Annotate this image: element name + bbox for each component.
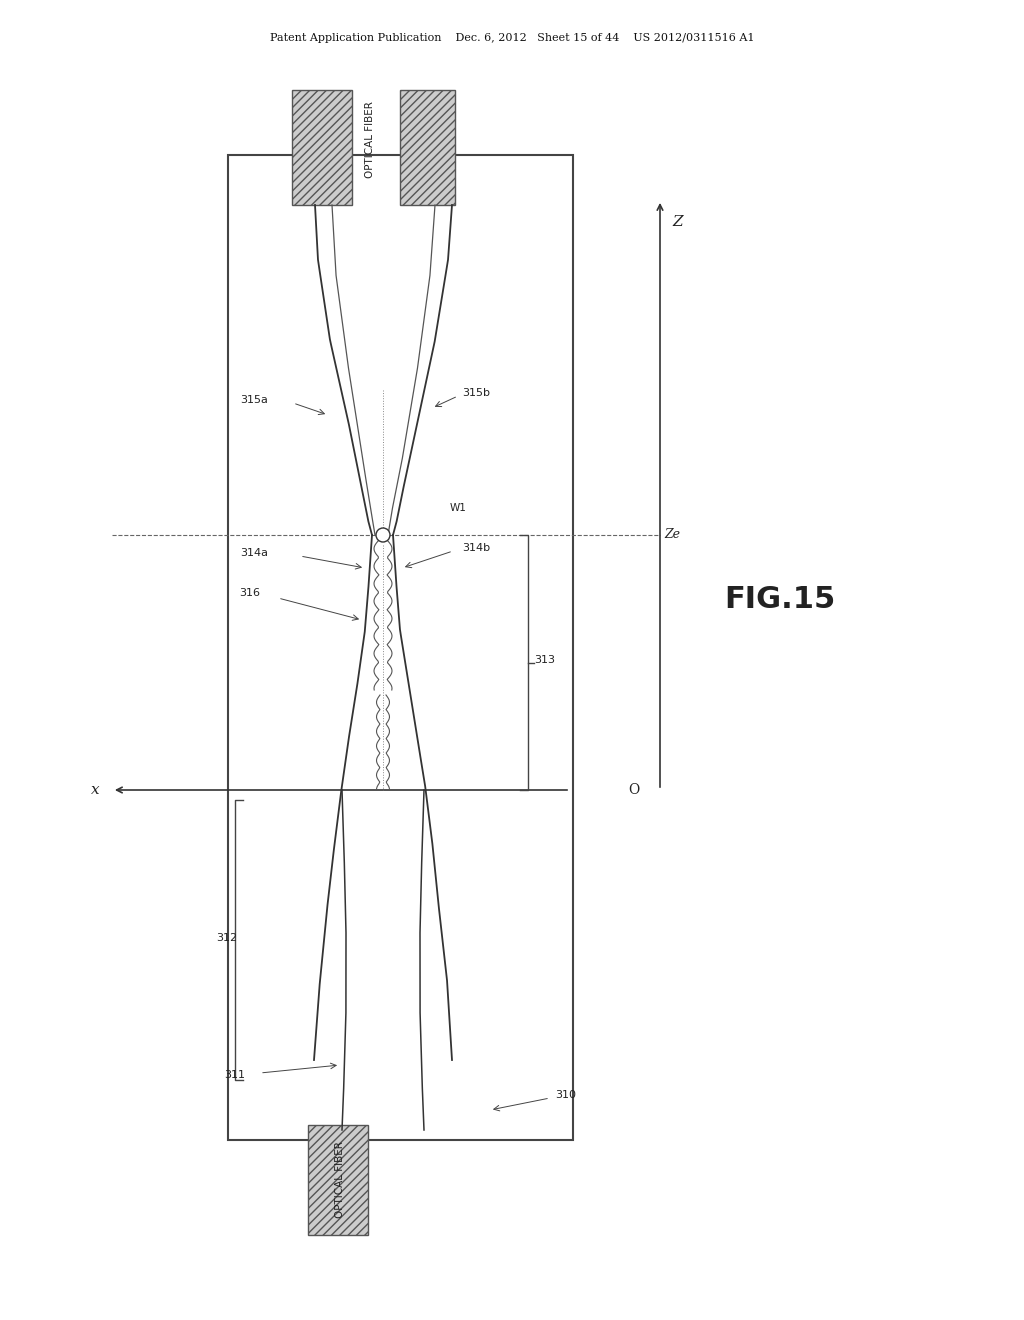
Text: 314a: 314a [240,548,268,558]
Bar [228,154,573,1140]
Text: OPTICAL FIBER: OPTICAL FIBER [335,1142,345,1218]
Text: 315a: 315a [240,395,268,405]
Bar [400,90,455,205]
Text: 310: 310 [555,1090,575,1100]
Text: Z: Z [672,215,683,228]
Bar [308,1125,368,1236]
Text: OPTICAL FIBER: OPTICAL FIBER [365,102,375,178]
Text: O: O [628,783,639,797]
Text: 313: 313 [534,655,555,665]
Text: 315b: 315b [462,388,490,399]
Text: W1: W1 [450,503,467,513]
Text: Patent Application Publication    Dec. 6, 2012   Sheet 15 of 44    US 2012/03115: Patent Application Publication Dec. 6, 2… [269,33,755,44]
Bar [292,90,352,205]
Text: 312: 312 [216,933,237,942]
Text: 311: 311 [224,1071,245,1080]
Circle shape [376,528,390,543]
Text: 316: 316 [239,587,260,598]
Text: FIG.15: FIG.15 [724,586,836,615]
Text: 314b: 314b [462,543,490,553]
Text: Ze: Ze [664,528,680,541]
Text: x: x [91,783,100,797]
